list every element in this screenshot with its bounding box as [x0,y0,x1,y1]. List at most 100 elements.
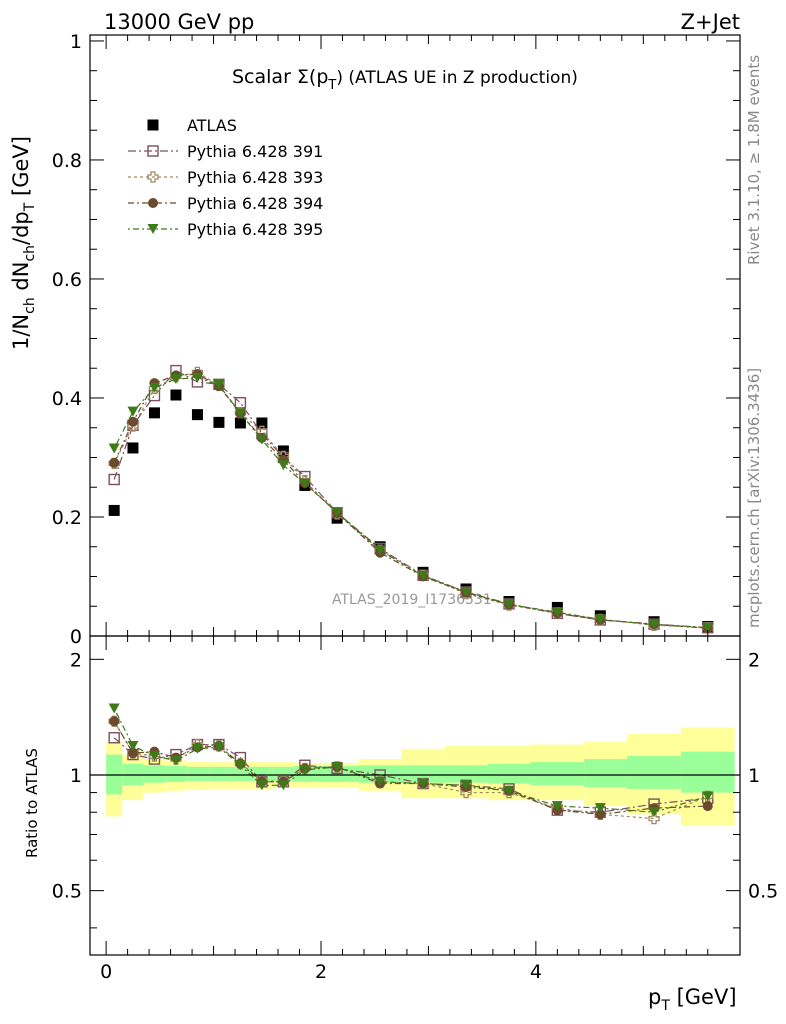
ratio-y-tick-label-right: 1 [748,765,760,787]
main-point-pythia-6-428-395 [503,599,515,610]
main-point-atlas [234,417,246,429]
y-tick-label: 0 [70,626,82,648]
legend-label-atlas: ATLAS [187,116,237,135]
ratio-point-pythia-6-428-395 [374,776,386,787]
main-point-pythia-6-428-395 [648,619,660,630]
main-point-pythia-6-428-391 [108,473,120,486]
main-point-pythia-6-428-394 [127,416,138,427]
main-point-atlas [127,442,139,454]
main-point-pythia-6-428-395 [191,372,203,383]
band-inner [487,763,531,784]
y-tick-label: 1 [70,31,82,53]
ratio-point-pythia-6-428-395 [127,740,139,751]
ratio-point-pythia-6-428-395 [331,761,343,772]
ratio-plot-frame [89,635,741,956]
ratio-y-tick-label-right: 2 [748,649,760,671]
main-line-pythia-6-428-393 [113,371,708,629]
ratio-point-pythia-6-428-394 [109,716,120,727]
rivet-label: Rivet 3.1.10, ≥ 1.8M events [745,55,763,265]
analysis-watermark: ATLAS_2019_I1736531 [332,592,492,608]
main-point-pythia-6-428-395 [148,382,160,393]
header-right: Z+Jet [681,10,740,34]
band-inner [584,759,628,788]
band-inner [401,765,445,783]
legend: ATLAS Pythia 6.428 391 Pythia 6.428 393 Pyt… [128,116,323,239]
main-point-pythia-6-428-395 [417,570,429,581]
main-point-atlas [191,409,203,421]
main-point-pythia-6-428-395 [299,478,311,489]
legend-marker-pythia-6-428-395 [147,224,159,234]
mcplots-label: mcplots.cern.ch [arXiv:1306.3436] [745,368,763,628]
ratio-point-pythia-6-428-391 [108,732,120,744]
band-inner [208,766,230,781]
ratio-point-pythia-6-428-395 [108,703,120,714]
ratio-point-pythia-6-428-395 [648,807,660,818]
chart-title: Scalar Σ(pT) (ATLAS UE in Z production) [232,66,578,93]
legend-label-pythia-6-428-393: Pythia 6.428 393 [187,168,323,187]
ratio-point-pythia-6-428-395 [702,791,714,802]
main-series-layer [108,364,714,634]
axes-layer: 00.20.40.60.810.5 0.51 12 20 2 4 [52,31,778,983]
ratio-y-axis-label: Ratio to ATLAS [23,748,41,858]
legend-label-pythia-6-428-395: Pythia 6.428 395 [187,220,323,239]
main-point-pythia-6-428-395 [594,614,606,625]
main-line-pythia-6-428-391 [113,369,708,629]
ratio-point-pythia-6-428-395 [277,780,289,791]
ratio-y-tick-label: 1 [70,765,82,787]
ratio-point-pythia-6-428-394 [702,801,713,812]
y-tick-label: 0.2 [52,507,82,529]
ratio-point-pythia-6-428-395 [234,760,246,771]
ratio-point-pythia-6-428-395 [299,765,311,776]
legend-marker-pythia-6-428-393 [147,171,159,183]
main-line-pythia-6-428-394 [113,373,708,629]
band-inner [530,762,585,786]
y-axis-label: 1/Nch dNch/dpT [GeV] [9,136,38,350]
main-point-pythia-6-428-395 [277,460,289,471]
main-point-pythia-6-428-395 [108,443,120,454]
legend-marker-pythia-6-428-391 [147,145,159,157]
legend-marker-atlas [147,119,159,131]
main-point-pythia-6-428-395 [702,622,714,633]
main-point-pythia-6-428-395 [374,545,386,556]
x-tick-label: 4 [530,961,542,983]
ratio-point-pythia-6-428-395 [191,743,203,754]
main-point-pythia-6-428-395 [460,586,472,597]
main-point-atlas [170,389,182,401]
ratio-series-layer [108,703,714,825]
x-axis-label: pT [GeV] [648,985,737,1014]
main-point-pythia-6-428-395 [256,434,268,445]
main-point-pythia-6-428-395 [551,607,563,618]
main-point-atlas [256,417,268,429]
band-inner [143,765,166,783]
ratio-point-pythia-6-428-395 [417,778,429,789]
ratio-point-pythia-6-428-395 [213,742,225,753]
ratio-point-pythia-6-428-395 [551,801,563,812]
main-point-pythia-6-428-395 [127,406,139,417]
band-inner [186,766,209,781]
legend-marker-pythia-6-428-394 [148,198,158,208]
main-point-pythia-6-428-395 [234,408,246,419]
band-inner [627,756,681,789]
ratio-point-pythia-6-428-395 [256,780,268,791]
band-inner [444,765,488,783]
ratio-point-pythia-6-428-393 [648,812,660,825]
ratio-y-tick-label-right: 0.5 [748,881,778,903]
ratio-point-pythia-6-428-395 [460,780,472,791]
main-point-pythia-6-428-395 [170,373,182,384]
band-inner [165,766,187,782]
header-left: 13000 GeV pp [104,10,254,34]
y-tick-label: 0.4 [52,388,82,410]
ratio-point-pythia-6-428-395 [148,751,160,762]
main-line-pythia-6-428-395 [113,377,708,629]
y-tick-label: 0.8 [52,150,82,172]
legend-label-pythia-6-428-394: Pythia 6.428 394 [187,194,323,213]
main-point-atlas [108,504,120,516]
ratio-y-tick-label: 2 [70,649,82,671]
ratio-point-pythia-6-428-394 [595,809,606,820]
ratio-point-pythia-6-428-395 [594,803,606,814]
main-point-pythia-6-428-394 [109,457,120,468]
legend-label-pythia-6-428-391: Pythia 6.428 391 [187,142,323,161]
band-inner [680,751,735,793]
main-point-pythia-6-428-395 [331,507,343,518]
